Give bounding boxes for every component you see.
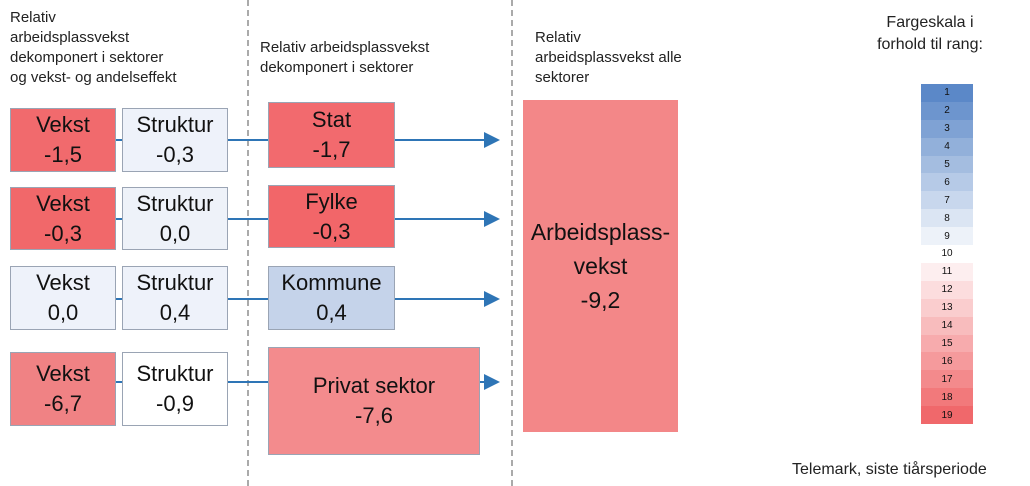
scale-cell: 9 bbox=[921, 227, 973, 246]
text-line: -0,3 bbox=[312, 218, 351, 244]
column-header: Relativ arbeidsplassvekst dekomponert i s… bbox=[260, 38, 429, 78]
text-line: 0,0 bbox=[159, 220, 191, 246]
scale-cell: 14 bbox=[921, 316, 973, 335]
text-line: vekst bbox=[573, 253, 628, 279]
text-line: Struktur bbox=[136, 361, 214, 386]
text-line: og vekst- og andelseffekt bbox=[10, 69, 177, 86]
scale-cell: 15 bbox=[921, 334, 973, 353]
text-line: Vekst bbox=[36, 112, 90, 137]
text-line: arbeidsplassvekst bbox=[10, 29, 130, 46]
structure-box: Struktur -0,3 bbox=[122, 108, 228, 172]
text-line: Vekst bbox=[36, 361, 90, 386]
growth-box: Vekst -6,7 bbox=[10, 352, 116, 426]
text-line: -9,2 bbox=[580, 287, 621, 313]
scale-cell: 19 bbox=[921, 406, 973, 424]
scale-cell: 5 bbox=[921, 155, 973, 174]
scale-cell: 4 bbox=[921, 137, 973, 156]
scale-cell: 18 bbox=[921, 388, 973, 407]
scale-cell: 16 bbox=[921, 352, 973, 371]
scale-cell: 2 bbox=[921, 101, 973, 120]
scale-cell: 17 bbox=[921, 370, 973, 389]
text-line: 0,0 bbox=[47, 300, 79, 325]
text-line: Fylke bbox=[305, 188, 358, 214]
text-line: Kommune bbox=[281, 270, 382, 295]
text-line: 0,4 bbox=[316, 300, 347, 325]
scale-title: Fargeskala i forhold til rang: bbox=[840, 12, 1020, 56]
sector-box: Kommune 0,4 bbox=[268, 266, 395, 330]
scale-cell: 13 bbox=[921, 298, 973, 317]
text-line: 0,4 bbox=[159, 300, 191, 325]
text-line: Relativ bbox=[10, 9, 56, 26]
scale-cell: 8 bbox=[921, 209, 973, 228]
text-line: Stat bbox=[311, 107, 352, 132]
column-header: Relativ arbeidsplassvekst alle sektorer bbox=[535, 28, 682, 88]
divider bbox=[511, 0, 513, 486]
text-line: sektorer bbox=[535, 69, 590, 86]
text-line: Struktur bbox=[136, 112, 214, 137]
scale-cell: 12 bbox=[921, 280, 973, 299]
divider bbox=[247, 0, 249, 486]
text-line: dekomponert i sektorer bbox=[10, 49, 164, 66]
text-line: Struktur bbox=[136, 270, 214, 295]
structure-box: Struktur -0,9 bbox=[122, 352, 228, 426]
text-line: Fargeskala i bbox=[886, 14, 974, 31]
growth-box: Vekst -1,5 bbox=[10, 108, 116, 172]
text-line: -1,5 bbox=[44, 142, 82, 167]
structure-box: Struktur 0,0 bbox=[122, 187, 228, 250]
scale-cell: 1 bbox=[921, 84, 973, 102]
text-line: forhold til rang: bbox=[877, 36, 983, 53]
structure-box: Struktur 0,4 bbox=[122, 266, 228, 330]
text-line: -6,7 bbox=[44, 391, 82, 416]
scale-cell: 10 bbox=[921, 245, 973, 263]
sector-box: Stat -1,7 bbox=[268, 102, 395, 168]
text-line: -7,6 bbox=[355, 403, 393, 428]
text-line: -0,3 bbox=[156, 142, 194, 167]
text-line: Vekst bbox=[36, 270, 90, 295]
text-line: Vekst bbox=[36, 190, 90, 216]
scale-cell: 3 bbox=[921, 119, 973, 138]
text-line: arbeidsplassvekst alle bbox=[535, 49, 682, 66]
sector-box: Fylke -0,3 bbox=[268, 185, 395, 248]
footer: Telemark, siste tiårsperiode bbox=[792, 461, 987, 478]
text-line: -0,9 bbox=[156, 391, 194, 416]
text-line: -1,7 bbox=[312, 137, 351, 162]
scale-cell: 6 bbox=[921, 173, 973, 192]
text-line: Relativ bbox=[535, 29, 581, 46]
text-line: dekomponert i sektorer bbox=[260, 59, 414, 76]
scale-cell: 7 bbox=[921, 191, 973, 210]
sector-box: Privat sektor -7,6 bbox=[268, 347, 480, 455]
text-line: -0,3 bbox=[44, 220, 82, 246]
growth-box: Vekst 0,0 bbox=[10, 266, 116, 330]
total-box: Arbeidsplass-vekst -9,2 bbox=[523, 100, 678, 432]
growth-box: Vekst -0,3 bbox=[10, 187, 116, 250]
text-line: Arbeidsplass- bbox=[530, 219, 671, 245]
text-line: Relativ arbeidsplassvekst bbox=[260, 39, 430, 56]
scale-cell: 11 bbox=[921, 262, 973, 281]
column-header: Relativ arbeidsplassvekst dekomponert i se… bbox=[10, 8, 177, 88]
text-line: Struktur bbox=[136, 190, 214, 216]
text-line: Privat sektor bbox=[312, 373, 436, 398]
